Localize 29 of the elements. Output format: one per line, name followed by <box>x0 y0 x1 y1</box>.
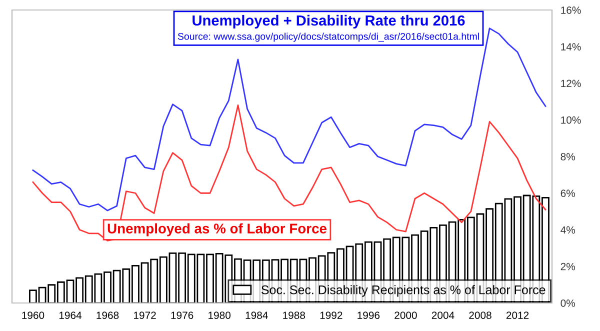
legend-label: Soc. Sec. Disability Recipients as % of Labor Force <box>261 285 546 297</box>
y-tick-label: 14% <box>561 43 581 50</box>
y-tick-label: 8% <box>560 153 576 160</box>
x-tick-label: 1980 <box>208 312 231 319</box>
y-tick-label: 12% <box>561 80 581 88</box>
x-tick-label: 1996 <box>358 312 380 319</box>
series-label: Unemployed as % of Labor Force <box>108 223 327 236</box>
x-tick-label: 2000 <box>394 312 417 319</box>
line-series <box>32 28 546 212</box>
x-tick-label: 1968 <box>96 312 119 319</box>
x-tick-label: 2008 <box>469 312 492 319</box>
y-tick-label: 0% <box>560 300 576 307</box>
x-tick-label: 1992 <box>320 312 342 319</box>
y-tick-label: 2% <box>560 262 576 270</box>
y-tick-label: 10% <box>561 116 581 124</box>
x-tick-label: 2012 <box>506 312 529 319</box>
y-tick-label: 16% <box>561 6 581 14</box>
x-tick-label: 1964 <box>59 312 82 319</box>
text: Source: www.ssa.gov/policy/docs/statcomps/di_asr/2016/sect01a.html <box>178 32 479 42</box>
chart-title: Unemployed + Disability Rate thru 2016 <box>192 14 465 29</box>
x-tick-label: 1984 <box>246 312 268 319</box>
x-tick-label: 1976 <box>171 312 194 319</box>
y-tick-label: 4% <box>560 226 576 234</box>
x-tick-label: 1960 <box>22 312 44 319</box>
line-series <box>32 104 546 242</box>
x-tick-label: 1988 <box>283 312 306 319</box>
y-tick-label: 6% <box>560 190 576 197</box>
x-tick-label: 1972 <box>134 312 156 319</box>
x-tick-label: 2004 <box>432 312 454 319</box>
